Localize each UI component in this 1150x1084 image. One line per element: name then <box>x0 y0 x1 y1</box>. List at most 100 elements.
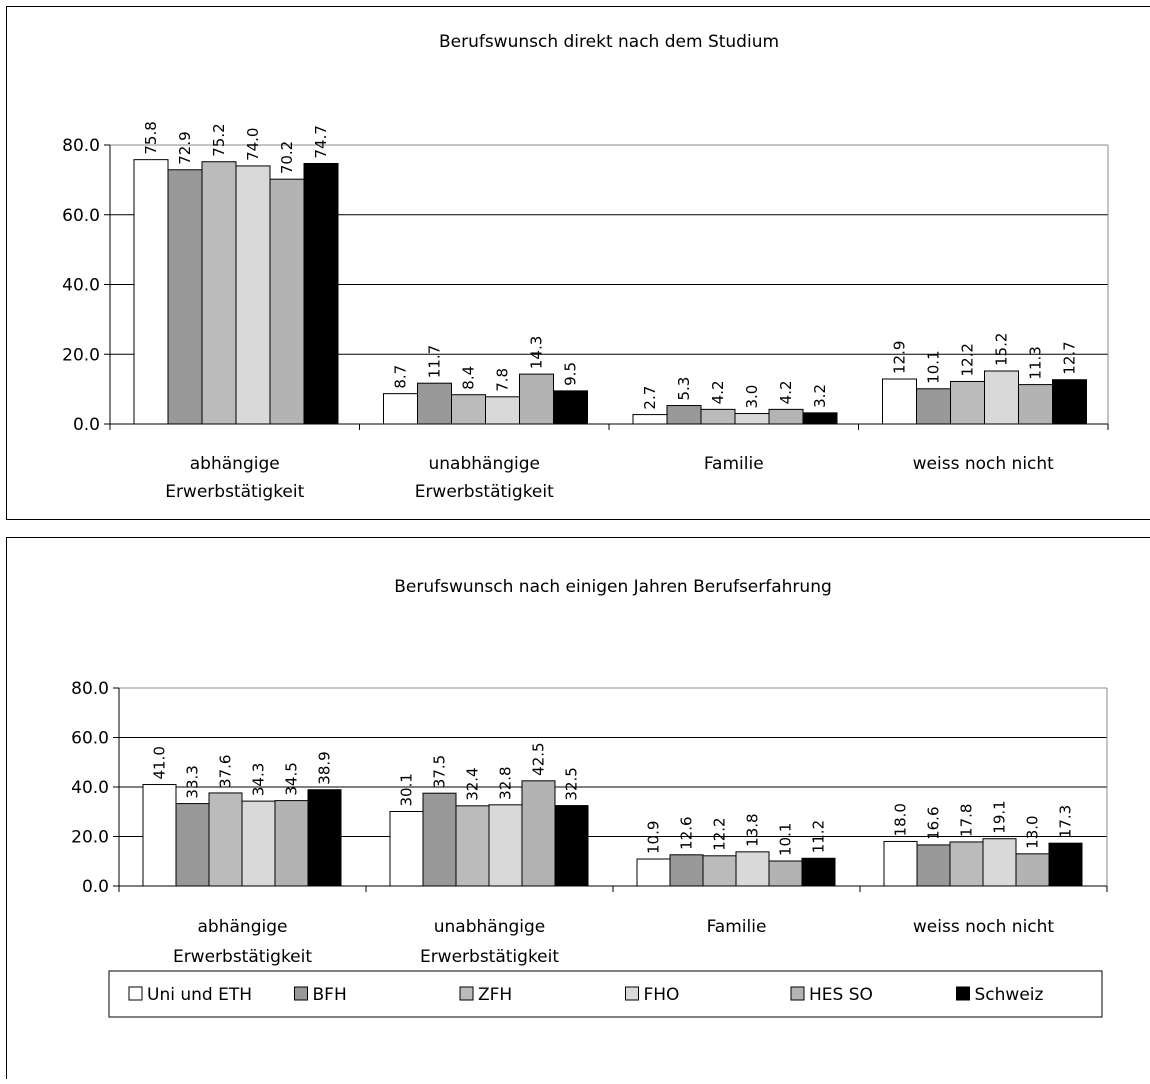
data-label: 33.3 <box>184 765 202 798</box>
data-label: 12.2 <box>959 343 977 376</box>
bar <box>303 162 339 425</box>
bar <box>768 408 804 425</box>
bar <box>142 784 177 887</box>
data-label: 18.0 <box>892 803 910 836</box>
y-tick-label: 20.0 <box>62 345 100 365</box>
y-tick-label: 20.0 <box>71 828 109 848</box>
data-label: 37.6 <box>217 755 235 788</box>
y-tick-label: 60.0 <box>71 729 109 749</box>
category-label: Erwerbstätigkeit <box>415 482 554 502</box>
y-tick-label: 80.0 <box>62 136 100 156</box>
bar <box>735 851 770 887</box>
bar <box>801 857 836 887</box>
data-label: 12.9 <box>891 341 909 374</box>
legend-swatch <box>956 986 970 1001</box>
bar <box>389 811 424 887</box>
bar <box>422 792 457 887</box>
y-tick-label: 60.0 <box>62 206 100 226</box>
bar <box>554 805 589 887</box>
legend-label: BFH <box>313 985 347 1005</box>
legend-label: Schweiz <box>975 985 1044 1005</box>
bar <box>700 408 736 425</box>
bar <box>949 841 984 887</box>
data-label: 4.2 <box>777 380 795 404</box>
data-label: 17.8 <box>958 804 976 837</box>
bar <box>521 780 556 887</box>
data-label: 10.9 <box>645 821 663 854</box>
category-label: weiss noch nicht <box>913 454 1055 474</box>
data-label: 10.1 <box>777 823 795 856</box>
category-label: Erwerbstätigkeit <box>420 947 559 967</box>
data-label: 3.2 <box>811 384 829 408</box>
bar <box>984 370 1019 425</box>
bar <box>632 414 668 425</box>
legend-label: FHO <box>644 985 680 1005</box>
category-label: abhängige <box>190 454 280 474</box>
legend <box>108 970 1103 1018</box>
data-label: 2.7 <box>641 386 659 410</box>
bar <box>455 805 490 887</box>
data-label: 8.7 <box>392 365 410 389</box>
legend-label: HES SO <box>809 985 873 1005</box>
bar <box>241 800 276 887</box>
legend-swatch <box>459 986 474 1001</box>
bar <box>982 838 1017 887</box>
bar <box>636 858 671 887</box>
bar <box>451 394 486 425</box>
bar <box>485 396 520 425</box>
data-label: 32.5 <box>563 767 581 800</box>
bar <box>417 382 452 425</box>
bar <box>307 789 342 887</box>
bar <box>768 860 803 887</box>
legend-label: ZFH <box>478 985 512 1005</box>
bar <box>669 854 704 887</box>
data-label: 30.1 <box>398 773 416 806</box>
data-label: 19.1 <box>991 800 1009 833</box>
data-label: 12.6 <box>678 816 696 849</box>
bar <box>734 413 770 425</box>
bar <box>553 390 588 425</box>
data-label: 11.2 <box>810 820 828 853</box>
bar <box>274 800 309 887</box>
category-label: Familie <box>707 917 767 937</box>
data-label: 4.2 <box>709 380 727 404</box>
bar <box>383 393 418 425</box>
category-label: unabhängige <box>429 454 541 474</box>
chart-1: Berufswunsch direkt nach dem Studium 0.0 2… <box>62 32 1109 502</box>
y-tick-label: 40.0 <box>71 778 109 798</box>
chart-panel-1: Berufswunsch direkt nach dem Studium 0.0 2… <box>6 6 1150 520</box>
legend-swatch <box>128 986 143 1001</box>
bar <box>916 844 951 887</box>
data-label: 16.6 <box>925 807 943 840</box>
data-label: 10.1 <box>925 350 943 383</box>
data-label: 8.4 <box>460 366 478 390</box>
data-label: 13.0 <box>1024 815 1042 848</box>
category-label: unabhängige <box>434 917 546 937</box>
chart-panel-2: Berufswunsch nach einigen Jahren Berufse… <box>6 537 1150 1079</box>
chart-title: Berufswunsch direkt nach dem Studium <box>439 32 779 52</box>
bar <box>666 405 702 425</box>
data-label: 74.0 <box>244 128 262 161</box>
bar <box>1048 842 1083 887</box>
data-label: 32.8 <box>497 766 515 799</box>
data-label: 34.3 <box>250 763 268 796</box>
y-tick-label: 40.0 <box>62 276 100 296</box>
chart-title: Berufswunsch nach einigen Jahren Berufse… <box>394 577 832 597</box>
legend-swatch <box>294 986 308 1001</box>
data-label: 11.3 <box>1027 346 1045 379</box>
data-label: 72.9 <box>176 131 194 164</box>
data-label: 17.3 <box>1057 805 1075 838</box>
data-label: 5.3 <box>675 377 693 401</box>
data-label: 11.7 <box>426 345 444 378</box>
data-label: 13.8 <box>744 813 762 846</box>
category-label: weiss noch nicht <box>913 917 1055 937</box>
y-tick-label: 0.0 <box>82 877 109 897</box>
legend-swatch <box>790 986 805 1001</box>
data-label: 12.2 <box>711 817 729 850</box>
bar <box>488 804 523 887</box>
data-label: 14.3 <box>528 336 546 369</box>
category-label: abhängige <box>198 917 288 937</box>
bar <box>882 378 917 425</box>
data-label: 75.2 <box>210 123 228 156</box>
legend-swatch <box>625 986 639 1001</box>
